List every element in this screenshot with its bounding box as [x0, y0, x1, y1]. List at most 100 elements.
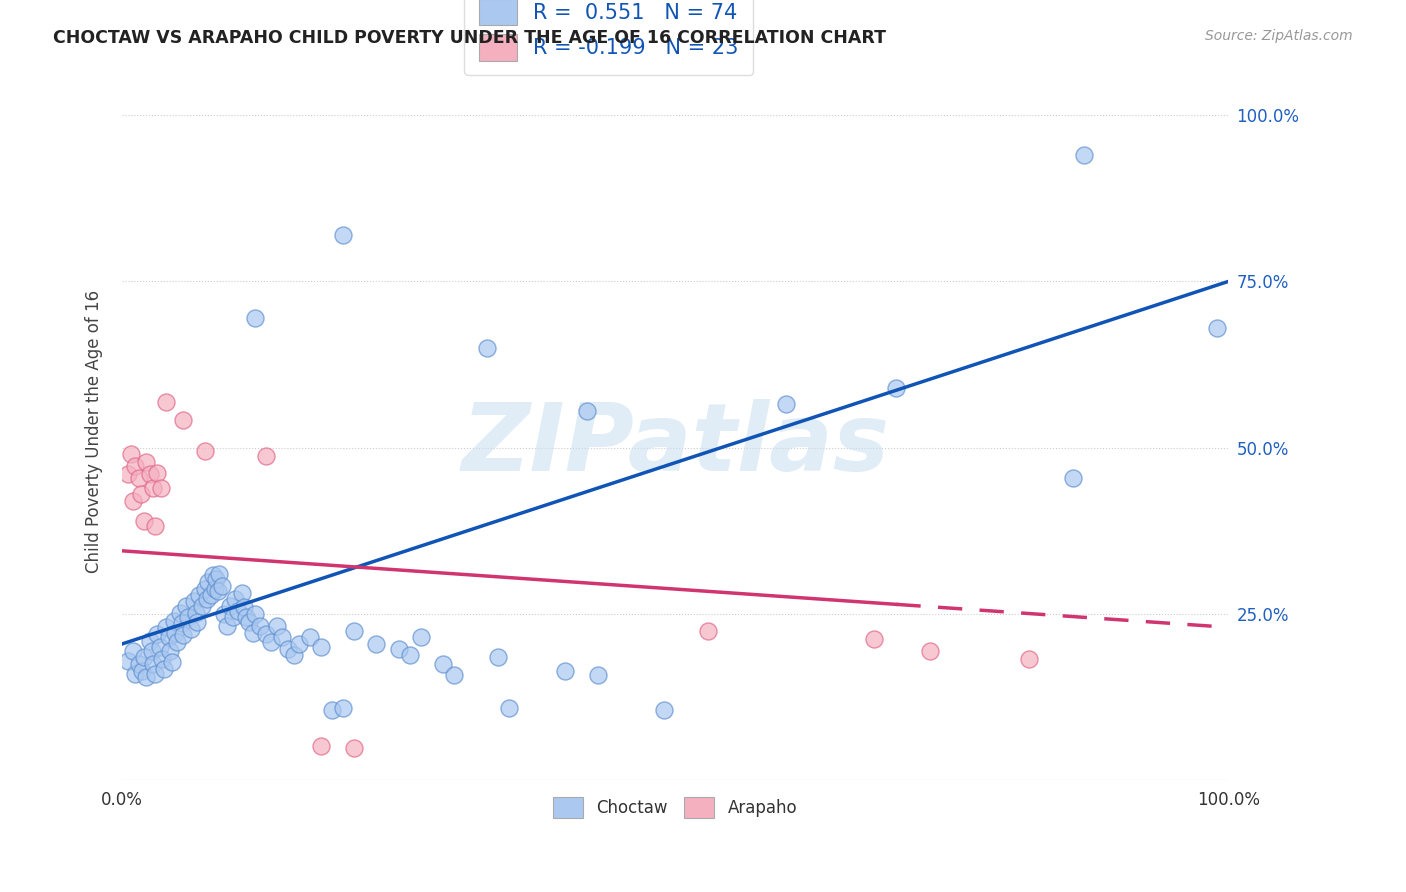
Point [194, 444, 217, 458]
Point [128, 470, 150, 484]
Point [343, 741, 366, 756]
Point [886, 381, 908, 395]
Point [586, 668, 609, 682]
Point [242, 625, 264, 640]
Point [141, 643, 163, 657]
Point [1018, 652, 1040, 666]
Point [155, 620, 177, 634]
Point [143, 666, 166, 681]
Point [142, 481, 165, 495]
Point [443, 668, 465, 682]
Point [283, 648, 305, 663]
Point [254, 627, 277, 641]
Text: ZIPatlas: ZIPatlas [461, 399, 889, 491]
Point [388, 641, 411, 656]
Point [232, 600, 254, 615]
Point [217, 619, 239, 633]
Point [243, 311, 266, 326]
Point [188, 588, 211, 602]
Point [475, 341, 498, 355]
Point [134, 650, 156, 665]
Point [138, 467, 160, 482]
Point [204, 582, 226, 596]
Point [117, 654, 139, 668]
Point [271, 630, 294, 644]
Point [235, 610, 257, 624]
Point [207, 583, 229, 598]
Point [321, 703, 343, 717]
Point [309, 640, 332, 655]
Point [498, 701, 520, 715]
Point [172, 413, 194, 427]
Point [575, 404, 598, 418]
Point [219, 599, 242, 613]
Y-axis label: Child Poverty Under the Age of 16: Child Poverty Under the Age of 16 [86, 290, 103, 573]
Point [180, 622, 202, 636]
Point [221, 610, 243, 624]
Point [409, 630, 432, 644]
Point [128, 657, 150, 671]
Point [775, 397, 797, 411]
Point [186, 606, 208, 620]
Point [332, 701, 354, 715]
Point [243, 607, 266, 621]
Legend: Choctaw, Arapaho: Choctaw, Arapaho [547, 790, 804, 824]
Point [205, 573, 228, 587]
Point [146, 627, 169, 641]
Point [697, 624, 720, 638]
Point [160, 655, 183, 669]
Point [1062, 470, 1084, 484]
Point [918, 643, 941, 657]
Point [135, 670, 157, 684]
Point [652, 703, 675, 717]
Point [299, 630, 322, 644]
Point [1073, 148, 1095, 162]
Point [134, 514, 156, 528]
Point [124, 459, 146, 474]
Point [150, 652, 173, 666]
Point [238, 615, 260, 629]
Point [122, 494, 145, 508]
Point [131, 664, 153, 678]
Point [249, 619, 271, 633]
Point [309, 739, 332, 753]
Point [224, 592, 246, 607]
Point [863, 632, 886, 647]
Point [129, 487, 152, 501]
Point [163, 614, 186, 628]
Point [398, 648, 420, 663]
Point [155, 395, 177, 409]
Point [260, 635, 283, 649]
Point [332, 227, 354, 242]
Point [195, 592, 218, 607]
Text: CHOCTAW VS ARAPAHO CHILD POVERTY UNDER THE AGE OF 16 CORRELATION CHART: CHOCTAW VS ARAPAHO CHILD POVERTY UNDER T… [53, 29, 886, 46]
Point [170, 616, 193, 631]
Point [166, 635, 188, 649]
Point [172, 628, 194, 642]
Point [211, 579, 233, 593]
Point [277, 641, 299, 656]
Point [288, 637, 311, 651]
Point [266, 619, 288, 633]
Point [197, 575, 219, 590]
Point [157, 630, 180, 644]
Point [138, 633, 160, 648]
Point [149, 640, 172, 655]
Point [177, 610, 200, 624]
Point [135, 455, 157, 469]
Point [146, 466, 169, 480]
Point [190, 599, 212, 613]
Point [117, 467, 139, 482]
Point [165, 625, 187, 640]
Point [194, 582, 217, 596]
Point [124, 666, 146, 681]
Point [201, 568, 224, 582]
Point [120, 447, 142, 461]
Point [432, 657, 454, 671]
Point [486, 650, 509, 665]
Point [174, 599, 197, 613]
Point [226, 604, 249, 618]
Point [143, 519, 166, 533]
Point [208, 567, 231, 582]
Point [200, 588, 222, 602]
